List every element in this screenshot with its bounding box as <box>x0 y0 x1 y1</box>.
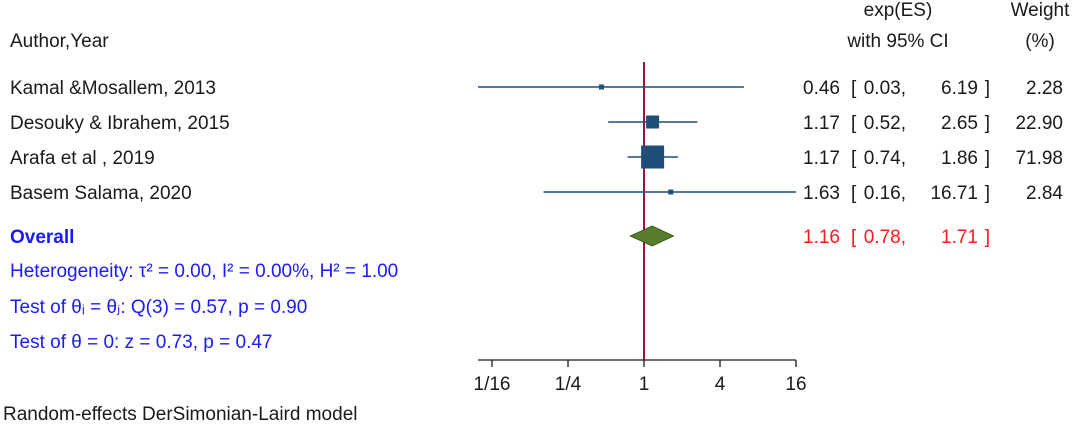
overall-row: 1.16 [0.78, 1.71] <box>629 225 990 248</box>
study-effect-marker <box>641 145 665 169</box>
study-ci-lower: 0.03, <box>864 78 906 99</box>
study-es-value: 1.17 <box>803 113 840 134</box>
study-label: Arafa et al , 2019 <box>10 148 155 169</box>
x-tick-label: 16 <box>785 374 806 395</box>
overall-effect-test: Test of θ = 0: z = 0.73, p = 0.47 <box>10 332 272 353</box>
study-ci-upper: 6.19 <box>941 78 978 99</box>
study-effect-marker <box>668 189 674 195</box>
study-weight: 2.28 <box>1026 78 1063 99</box>
study-row: Basem Salama, 2020 1.63 [0.16, 16.71] 2.84 <box>10 183 1063 204</box>
study-ci-close-bracket: ] <box>985 78 990 99</box>
study-es-value: 1.17 <box>803 148 840 169</box>
study-ci-close-bracket: ] <box>985 113 990 134</box>
study-ci-close-bracket: ] <box>985 148 990 169</box>
overall-ci-upper: 1.71 <box>941 227 978 248</box>
study-row: Desouky & Ibrahem, 2015 1.17 [0.52, 2.65] 22… <box>10 113 1063 134</box>
study-ci-lower: 0.74, <box>864 148 906 169</box>
study-es-value: 1.63 <box>803 183 840 204</box>
study-ci-upper: 16.71 <box>930 183 978 204</box>
study-ci-open-bracket: [ <box>851 78 857 99</box>
study-ci-open-bracket: [ <box>851 183 857 204</box>
header-es-label-line2: with 95% CI <box>846 31 948 52</box>
study-label: Kamal &Mosallem, 2013 <box>10 78 216 99</box>
study-ci-lower: 0.16, <box>864 183 906 204</box>
overall-diamond <box>629 225 675 247</box>
study-row: Arafa et al , 2019 1.17 [0.74, 1.86] 71.98 <box>10 145 1063 169</box>
x-tick-label: 1 <box>639 374 650 395</box>
study-rows: Kamal &Mosallem, 2013 0.46 [0.03, 6.19] 2.28… <box>10 78 1063 204</box>
study-ci-open-bracket: [ <box>851 113 857 134</box>
x-axis: 1/16 1/4 1 4 16 <box>474 359 807 395</box>
x-tick-label: 1/4 <box>555 374 582 395</box>
study-es-value: 0.46 <box>803 78 840 99</box>
study-label: Basem Salama, 2020 <box>10 183 192 204</box>
overall-ci-close-bracket: ] <box>985 227 990 248</box>
homogeneity-test: Test of θᵢ = θⱼ: Q(3) = 0.57, p = 0.90 <box>10 297 307 318</box>
x-tick-label: 4 <box>715 374 726 395</box>
x-tick-label: 1/16 <box>474 374 511 395</box>
study-ci-close-bracket: ] <box>985 183 990 204</box>
study-ci-upper: 2.65 <box>941 113 978 134</box>
overall-ci-open-bracket: [ <box>851 227 857 248</box>
study-weight: 22.90 <box>1015 113 1063 134</box>
study-label: Desouky & Ibrahem, 2015 <box>10 113 230 134</box>
overall-es-value: 1.16 <box>803 227 840 248</box>
header-weight-label-line2: (%) <box>1025 31 1055 52</box>
study-ci-upper: 1.86 <box>941 148 978 169</box>
study-effect-marker <box>598 84 604 90</box>
header-weight-label-line1: Weight <box>1011 0 1071 21</box>
study-ci-open-bracket: [ <box>851 148 857 169</box>
header-es-label-line1: exp(ES) <box>864 0 933 21</box>
study-weight: 71.98 <box>1015 148 1063 169</box>
overall-label: Overall <box>10 227 74 248</box>
overall-ci-lower: 0.78, <box>864 227 906 248</box>
model-note: Random-effects DerSimonian-Laird model <box>3 404 357 425</box>
header-study-label: Author,Year <box>10 31 109 52</box>
heterogeneity-stats: Heterogeneity: τ² = 0.00, I² = 0.00%, H²… <box>10 261 398 282</box>
study-row: Kamal &Mosallem, 2013 0.46 [0.03, 6.19] 2.28 <box>10 78 1063 99</box>
study-weight: 2.84 <box>1026 183 1063 204</box>
study-ci-lower: 0.52, <box>864 113 906 134</box>
study-effect-marker <box>646 115 660 129</box>
